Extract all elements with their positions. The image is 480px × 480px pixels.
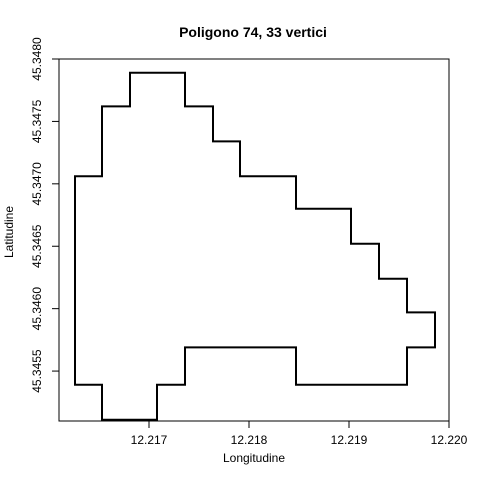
y-tick-label: 45.3465 [30,224,44,268]
y-axis-label: Latitudine [2,206,16,258]
y-tick-label: 45.3455 [30,349,44,393]
x-axis-label: Longitudine [223,451,285,465]
x-tick-label: 12.217 [131,433,168,447]
y-tick-label: 45.3475 [30,99,44,143]
y-axis: 45.3455 45.3460 45.3465 45.3470 45.3475 45.34… [30,37,59,393]
y-tick-label: 45.3480 [30,37,44,81]
polygon-outline [74,71,436,421]
x-tick-label: 12.219 [331,433,368,447]
x-tick-label: 12.218 [231,433,268,447]
x-tick-label: 12.220 [431,433,468,447]
x-axis: 12.217 12.218 12.219 12.220 [131,421,468,447]
y-tick-label: 45.3460 [30,287,44,331]
chart-title: Poligono 74, 33 vertici [179,24,327,40]
y-tick-label: 45.3470 [30,162,44,206]
plot-frame [58,58,450,422]
